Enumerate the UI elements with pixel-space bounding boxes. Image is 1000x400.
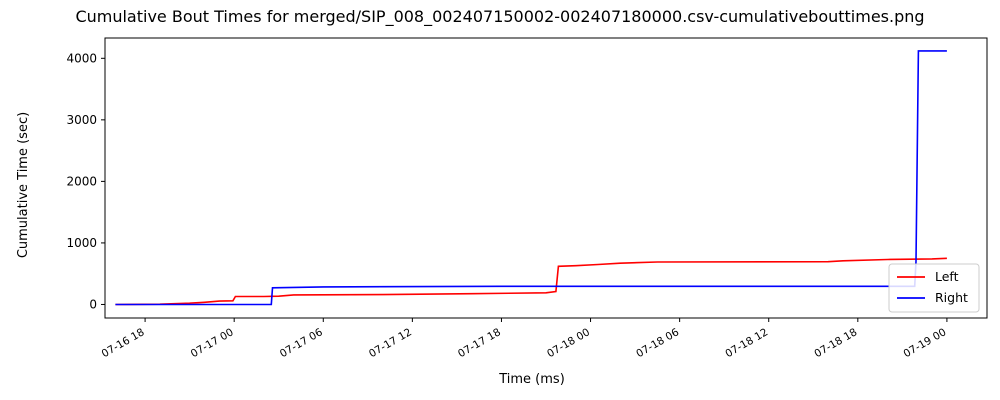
series-line-right — [115, 50, 947, 306]
x-tick-label: 07-16 18 — [100, 326, 147, 360]
x-tick-label: 07-18 18 — [812, 326, 859, 360]
x-axis: 07-16 18 07-17 00 07-17 06 07-17 12 07-17 18… — [100, 318, 949, 360]
series-layer — [115, 50, 947, 306]
legend-label-right: Right — [935, 290, 968, 305]
y-tick-label: 2000 — [66, 174, 97, 188]
x-tick-label: 07-18 00 — [545, 326, 592, 360]
x-tick-label: 07-19 00 — [902, 326, 949, 360]
x-tick-label: 07-17 06 — [278, 326, 325, 360]
x-tick-label: 07-18 06 — [634, 326, 681, 360]
chart-title: Cumulative Bout Times for merged/SIP_008… — [75, 7, 924, 27]
y-tick-label: 1000 — [66, 236, 97, 250]
y-axis: 0 1000 2000 3000 4000 — [66, 51, 105, 311]
legend-box — [888, 263, 980, 313]
y-tick-label: 0 — [89, 297, 97, 311]
y-tick-label: 4000 — [66, 51, 97, 65]
legend: Left Right — [888, 263, 980, 313]
legend-label-left: Left — [935, 269, 959, 284]
x-tick-label: 07-17 18 — [456, 326, 503, 360]
x-tick-label: 07-18 12 — [723, 326, 770, 360]
x-tick-label: 07-17 00 — [189, 326, 236, 360]
x-axis-label: Time (ms) — [498, 372, 565, 387]
plot-area-frame — [104, 37, 988, 319]
x-tick-label: 07-17 12 — [367, 326, 414, 360]
y-tick-label: 3000 — [66, 113, 97, 127]
series-line-left — [115, 257, 947, 306]
y-axis-label: Cumulative Time (sec) — [16, 112, 31, 258]
